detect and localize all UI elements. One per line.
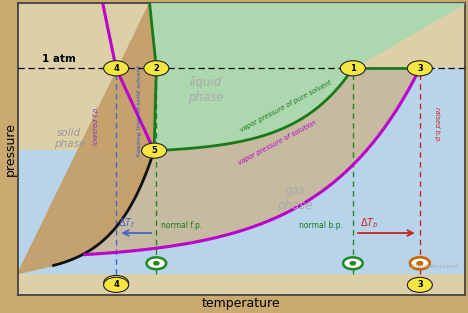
Polygon shape [85, 68, 420, 255]
Text: gas
phase: gas phase [277, 184, 313, 212]
Circle shape [103, 275, 129, 290]
Text: 1: 1 [350, 64, 356, 73]
Circle shape [340, 61, 366, 76]
Text: solid
phase: solid phase [53, 128, 85, 149]
Circle shape [417, 262, 423, 265]
Circle shape [144, 61, 169, 76]
Text: 3: 3 [417, 280, 423, 290]
Circle shape [103, 277, 129, 292]
Circle shape [410, 257, 430, 269]
Text: 2: 2 [154, 64, 159, 73]
Text: $\Delta T_b$: $\Delta T_b$ [359, 216, 378, 230]
Polygon shape [18, 3, 156, 274]
Text: raised b.p.: raised b.p. [434, 107, 440, 143]
Text: liquid
phase: liquid phase [188, 76, 223, 104]
Text: Stephen Lower: Stephen Lower [410, 264, 458, 269]
Circle shape [417, 262, 423, 265]
Text: $\Delta T_f$: $\Delta T_f$ [118, 216, 136, 230]
Text: 3: 3 [417, 64, 423, 73]
Text: vapor pressure of solution: vapor pressure of solution [237, 119, 317, 166]
Text: freezing lines of solid solvent: freezing lines of solid solvent [137, 65, 142, 157]
Text: lowered f.p.: lowered f.p. [93, 105, 99, 145]
Text: 4: 4 [113, 279, 119, 287]
Polygon shape [18, 68, 465, 274]
Polygon shape [150, 3, 465, 151]
Text: 1 atm: 1 atm [43, 54, 76, 64]
Text: normal b.p.: normal b.p. [299, 221, 343, 230]
Circle shape [350, 262, 356, 265]
Circle shape [146, 257, 166, 269]
Text: 4: 4 [113, 280, 119, 290]
Text: vapor pressure of pure solvent: vapor pressure of pure solvent [239, 79, 333, 133]
Text: 4: 4 [113, 64, 119, 73]
Circle shape [407, 277, 432, 292]
Circle shape [103, 61, 129, 76]
Circle shape [142, 143, 167, 158]
Circle shape [410, 257, 430, 269]
Text: 5: 5 [151, 146, 157, 155]
Circle shape [154, 262, 159, 265]
Circle shape [343, 257, 363, 269]
Circle shape [407, 61, 432, 76]
X-axis label: temperature: temperature [202, 296, 280, 310]
Text: normal f.p.: normal f.p. [161, 221, 202, 230]
Y-axis label: pressure: pressure [3, 122, 16, 176]
